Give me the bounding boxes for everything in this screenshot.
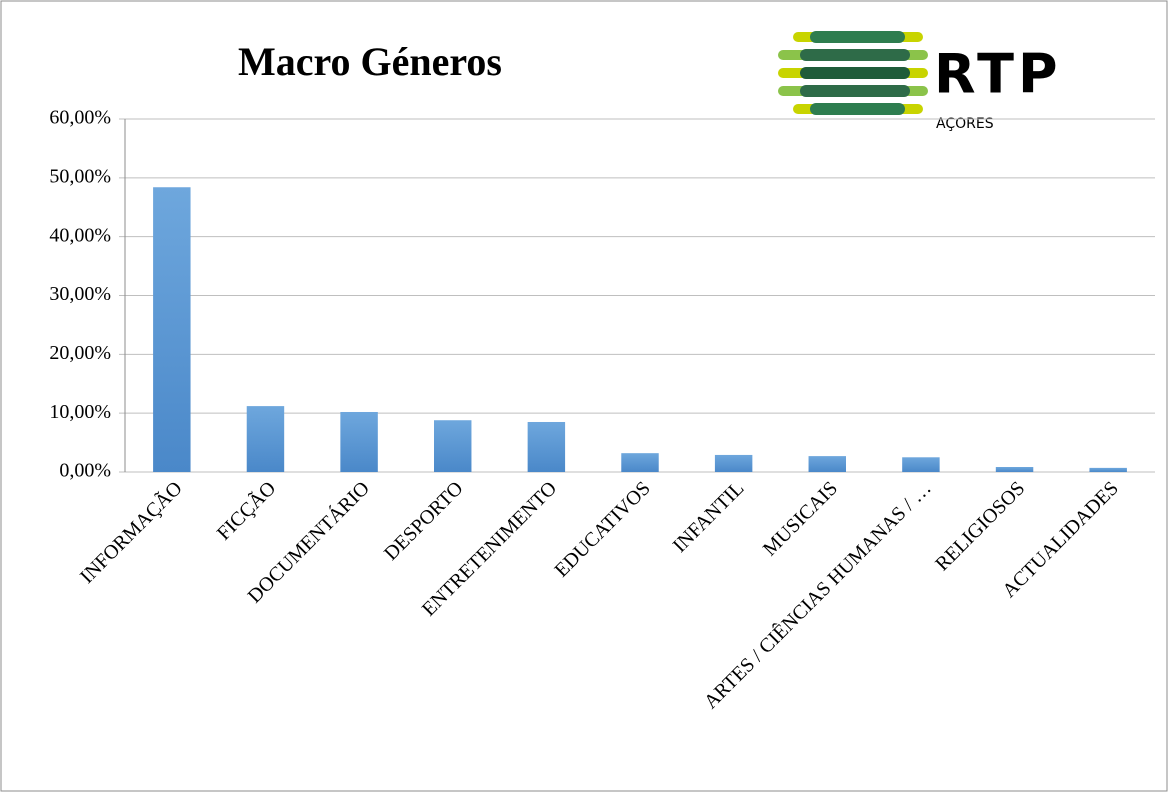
bar: [714, 454, 753, 472]
y-tick-label: 60,00%: [49, 107, 111, 129]
y-tick-label: 10,00%: [49, 401, 111, 423]
bar: [902, 457, 940, 472]
y-tick-label: 40,00%: [49, 224, 111, 246]
bar: [621, 453, 659, 472]
logo-name: RTP: [934, 43, 1062, 106]
bar: [153, 187, 191, 472]
y-tick-label: 50,00%: [49, 165, 111, 187]
bar: [1089, 467, 1127, 472]
bar: [527, 421, 566, 472]
chart-title: Macro Géneros: [238, 39, 502, 84]
logo-sub: AÇORES: [936, 116, 994, 132]
bar: [340, 411, 378, 472]
bar: [246, 406, 285, 472]
y-tick-label: 30,00%: [49, 283, 111, 305]
logo: RTP AÇORES: [778, 31, 1062, 132]
y-tick-label: 0,00%: [59, 460, 111, 482]
bar: [995, 466, 1034, 472]
y-tick-label: 20,00%: [49, 342, 111, 364]
bar: [434, 420, 472, 472]
bar: [808, 456, 846, 472]
